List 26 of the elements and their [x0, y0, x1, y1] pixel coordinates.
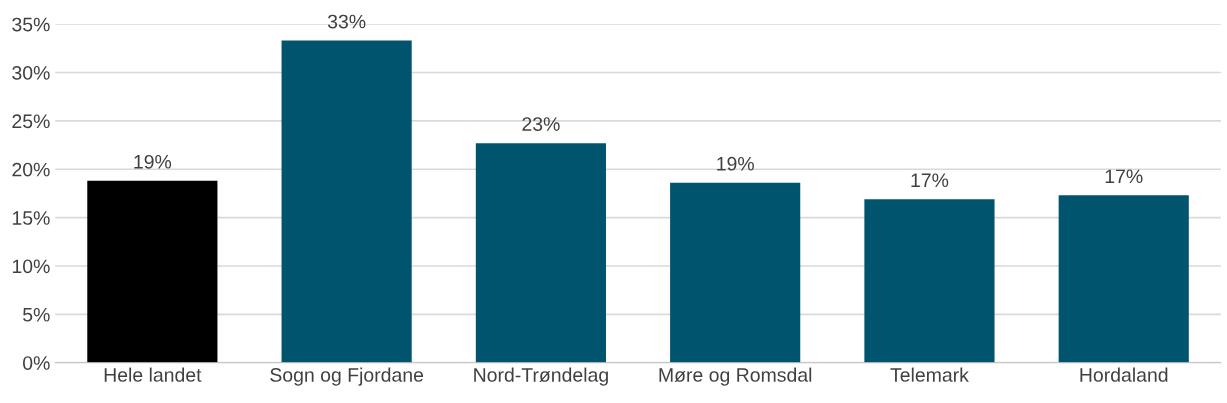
- data-label: 17%: [911, 173, 949, 187]
- y-tick-label: 20%: [12, 162, 50, 177]
- bar: [475, 143, 606, 363]
- x-tick-label: Sogn og Fjordane: [270, 367, 424, 386]
- bar: [670, 182, 801, 363]
- y-tick-label: 15%: [12, 211, 50, 225]
- y-tick-label: 0%: [23, 356, 50, 370]
- bar: [1058, 195, 1189, 363]
- bar: [864, 199, 995, 363]
- y-tick-label: 5%: [23, 307, 50, 322]
- y-tick-label: 25%: [12, 114, 50, 129]
- y-tick-label: 35%: [12, 17, 50, 32]
- x-tick-label: Møre og Romsdal: [659, 367, 812, 386]
- data-label: 19%: [134, 154, 172, 169]
- x-tick-label: Nord-Trøndelag: [474, 367, 608, 386]
- x-tick-label: Telemark: [890, 367, 969, 382]
- data-label: 33%: [327, 14, 366, 29]
- x-tick-label: Hordaland: [1080, 367, 1168, 382]
- x-tick-label: Hele landet: [104, 367, 202, 382]
- data-label: 23%: [522, 117, 560, 131]
- bar: [281, 40, 412, 363]
- y-tick-label: 30%: [12, 66, 50, 80]
- data-label: 19%: [717, 156, 754, 171]
- data-label: 17%: [1105, 169, 1143, 184]
- bar: [87, 180, 218, 363]
- y-tick-label: 10%: [12, 259, 50, 274]
